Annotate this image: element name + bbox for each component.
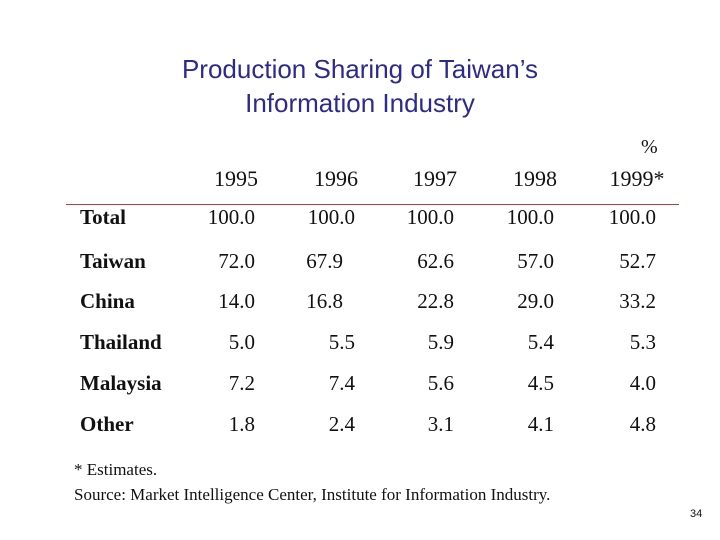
slide-title: Production Sharing of Taiwan’s Informati… [0,52,720,120]
table-cell: 72.0 [218,249,255,273]
table-cell: 16.8 [306,289,343,313]
table-cell: 52.7 [619,249,656,273]
footnotes: * Estimates. Source: Market Intelligence… [74,457,550,507]
table-cell: 4.5 [527,371,554,395]
table-cell: 57.0 [517,249,554,273]
year-header: 1996 [314,166,358,191]
table-cell: 4.0 [629,371,656,395]
table-cell: 5.3 [629,330,656,354]
table-cell: 1.8 [228,412,255,436]
row-label: Taiwan [80,249,146,273]
table-cell: 5.6 [427,371,454,395]
year-header: 1995 [214,166,258,191]
row-label: Thailand [80,330,162,354]
year-header: 1999* [609,166,665,191]
table-cell: 5.9 [427,330,454,354]
table-row: Taiwan 72.0 67.9 62.6 57.0 52.7 [0,249,720,279]
table-cell: 100.0 [307,205,355,229]
table-cell: 62.6 [417,249,454,273]
table-cell: 4.1 [527,412,554,436]
table-cell: 67.9 [306,249,343,273]
table-row: Other 1.8 2.4 3.1 4.1 4.8 [0,412,720,442]
page-number: 34 [690,508,703,520]
table-cell: 14.0 [218,289,255,313]
table-cell: 7.2 [228,371,255,395]
table-cell: 29.0 [517,289,554,313]
row-label: Other [80,412,134,436]
row-label: Total [80,205,126,229]
row-label: Malaysia [80,371,162,395]
estimate-note: * Estimates. [74,460,158,479]
table-cell: 100.0 [608,205,656,229]
table-row: Thailand 5.0 5.5 5.9 5.4 5.3 [0,330,720,360]
table-cell: 4.8 [629,412,656,436]
table-cell: 33.2 [619,289,656,313]
table-cell: 3.1 [427,412,454,436]
row-label: China [80,289,135,313]
title-line-2: Information Industry [245,88,475,118]
year-header: 1997 [413,166,457,191]
header-divider [66,204,679,205]
table-cell: 5.5 [328,330,355,354]
table-row: China 14.0 16.8 22.8 29.0 33.2 [0,289,720,319]
year-header: 1998 [513,166,557,191]
unit-label: % [641,136,658,158]
title-line-1: Production Sharing of Taiwan’s [181,54,539,84]
table-row: Total 100.0 100.0 100.0 100.0 100.0 [0,205,720,235]
table-cell: 7.4 [328,371,355,395]
table-cell: 100.0 [406,205,454,229]
table-cell: 100.0 [207,205,255,229]
source-note: Source: Market Intelligence Center, Inst… [74,485,551,504]
table-cell: 22.8 [417,289,454,313]
table-cell: 100.0 [506,205,554,229]
table-cell: 5.4 [527,330,554,354]
table-cell: 5.0 [228,330,255,354]
table-cell: 2.4 [328,412,355,436]
table-row: Malaysia 7.2 7.4 5.6 4.5 4.0 [0,371,720,401]
